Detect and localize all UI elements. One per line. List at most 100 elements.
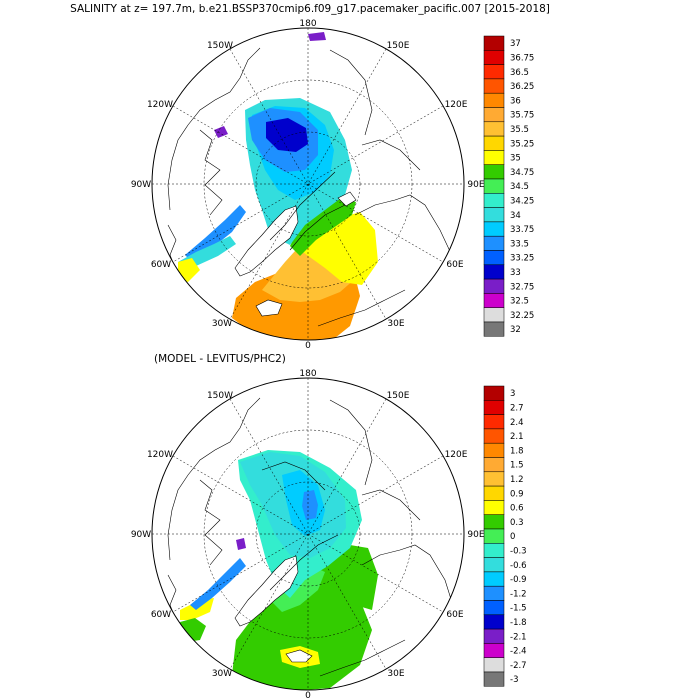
bottom-colorbar-label: -1.5 bbox=[510, 604, 527, 614]
bottom-colorbar-swatch bbox=[483, 471, 505, 487]
bottom-polar-map: 180 150E 120E 90E 60E 30E 0 30W 60W 90W … bbox=[131, 369, 485, 700]
top-contour-line bbox=[269, 171, 346, 251]
bottom-colorbar-label: 0 bbox=[510, 532, 515, 542]
top-colorbar-label: 32.5 bbox=[510, 297, 529, 307]
bottom-colorbar-label: -0.3 bbox=[510, 546, 527, 556]
top-salinity-field bbox=[152, 28, 464, 340]
top-colorbar-label: 37 bbox=[510, 39, 521, 49]
top-iceland-land bbox=[255, 299, 283, 317]
bottom-greenland-land bbox=[234, 555, 299, 627]
top-lon-label-30w: 30W bbox=[212, 319, 232, 329]
bottom-colorbar-swatch bbox=[483, 528, 505, 544]
bottom-anomaly-field bbox=[152, 378, 464, 690]
top-lon-label-180: 180 bbox=[299, 19, 316, 29]
top-colorbar-swatch bbox=[483, 78, 505, 94]
bottom-colorbar-swatch bbox=[483, 400, 505, 415]
bottom-colorbar-label: -2.1 bbox=[510, 632, 527, 642]
bottom-colorbar-label: 1.5 bbox=[510, 461, 524, 471]
top-colorbar-label: 36.5 bbox=[510, 68, 529, 78]
top-map-title: SALINITY at z= 197.7m, b.e21.BSSP370cmip… bbox=[70, 3, 550, 15]
bottom-colorbar-swatch bbox=[483, 500, 505, 515]
bottom-colorbar: 3 2.7 2.4 2.1 1.8 1.5 1.2 0.9 0.6 0.3 0 -0.3 -0.6 -0.… bbox=[483, 385, 527, 687]
bottom-lon-label-90w: 90W bbox=[131, 530, 151, 540]
bottom-lon-label-60w: 60W bbox=[151, 610, 171, 620]
bottom-colorbar-label: 1.8 bbox=[510, 446, 524, 456]
bottom-colorbar-swatch bbox=[483, 485, 505, 501]
bottom-lon-label-120w: 120W bbox=[147, 450, 173, 460]
bottom-lon-label-120e: 120E bbox=[445, 450, 468, 460]
top-colorbar-swatch bbox=[483, 193, 505, 208]
top-colorbar-label: 33.5 bbox=[510, 239, 529, 249]
top-colorbar-label: 33.25 bbox=[510, 254, 534, 264]
bottom-lon-label-30w: 30W bbox=[212, 669, 232, 679]
bottom-graticule bbox=[152, 378, 464, 690]
top-greenland-land bbox=[234, 205, 299, 277]
top-lon-label-60w: 60W bbox=[151, 260, 171, 270]
bottom-colorbar-label: 2.1 bbox=[510, 432, 524, 442]
top-colorbar-swatch bbox=[483, 207, 505, 223]
bottom-colorbar-label: -0.9 bbox=[510, 575, 527, 585]
top-beaufort-darkblue-core bbox=[266, 118, 308, 152]
top-baffin-blue-channel bbox=[185, 205, 246, 262]
bottom-colorbar-label: -0.6 bbox=[510, 561, 527, 571]
top-lon-label-0: 0 bbox=[305, 341, 311, 351]
bottom-colorbar-swatch bbox=[483, 414, 505, 430]
bottom-colorbar-swatch bbox=[483, 671, 505, 687]
bottom-map-title: (MODEL - LEVITUS/PHC2) bbox=[154, 353, 286, 365]
bottom-colorbar-swatch bbox=[483, 428, 505, 444]
top-colorbar-swatch bbox=[483, 293, 505, 308]
top-colorbar-label: 32.75 bbox=[510, 282, 534, 292]
top-barents-yellow-region bbox=[300, 212, 378, 285]
bottom-colorbar-label: -3 bbox=[510, 675, 518, 685]
bottom-colorbar-swatch bbox=[483, 614, 505, 630]
bottom-colorbar-swatch bbox=[483, 600, 505, 616]
bottom-colorbar-swatch bbox=[483, 628, 505, 644]
top-colorbar-label: 32 bbox=[510, 325, 521, 335]
bottom-colorbar-label: 0.9 bbox=[510, 489, 524, 499]
bottom-colorbar-swatch bbox=[483, 571, 505, 587]
top-colorbar-label: 35.5 bbox=[510, 125, 529, 135]
bottom-colorbar-swatch bbox=[483, 442, 505, 458]
top-colorbar-swatch bbox=[483, 250, 505, 266]
bottom-colorbar-swatch bbox=[483, 543, 505, 558]
top-colorbar-swatch bbox=[483, 107, 505, 123]
bottom-colorbar-swatch bbox=[483, 385, 505, 401]
bottom-colorbar-swatch bbox=[483, 514, 505, 530]
bottom-lon-label-60e: 60E bbox=[446, 610, 463, 620]
top-labrador-yellow-patch bbox=[178, 258, 200, 282]
top-colorbar: 37 36.75 36.5 36.25 36 35.75 35.5 35.25 35 34.75 3… bbox=[483, 35, 534, 337]
bottom-colorbar-label: 0.6 bbox=[510, 504, 524, 514]
top-colorbar-label: 32.25 bbox=[510, 311, 534, 321]
bottom-baffin-blue-channel bbox=[190, 558, 246, 610]
top-colorbar-swatch bbox=[483, 64, 505, 80]
top-graticule bbox=[152, 28, 464, 340]
top-lon-label-120e: 120E bbox=[445, 100, 468, 110]
bottom-colorbar-label: 3 bbox=[510, 389, 515, 399]
top-colorbar-label: 34 bbox=[510, 211, 521, 221]
top-colorbar-swatch bbox=[483, 50, 505, 65]
bottom-iceland-land bbox=[285, 649, 313, 663]
top-colorbar-swatch bbox=[483, 278, 505, 294]
bottom-lon-label-0: 0 bbox=[305, 691, 311, 700]
top-lon-label-30e: 30E bbox=[387, 319, 404, 329]
bottom-colorbar-swatch bbox=[483, 643, 505, 658]
top-lon-label-90w: 90W bbox=[131, 180, 151, 190]
top-colorbar-label: 36 bbox=[510, 96, 521, 106]
bottom-colorbar-label: -1.2 bbox=[510, 589, 527, 599]
top-colorbar-swatch bbox=[483, 178, 505, 194]
bottom-lon-label-180: 180 bbox=[299, 369, 316, 379]
bottom-arctic-deepblue-core bbox=[302, 490, 318, 520]
bottom-lon-label-30e: 30E bbox=[387, 669, 404, 679]
top-eurasia-coastline bbox=[317, 49, 456, 327]
top-purple-patch bbox=[214, 126, 228, 138]
top-purple-patch-north bbox=[308, 32, 326, 41]
top-colorbar-swatch bbox=[483, 307, 505, 323]
top-colorbar-swatch bbox=[483, 164, 505, 180]
bottom-eurasia-coastline bbox=[319, 399, 456, 677]
top-colorbar-swatch bbox=[483, 135, 505, 151]
top-colorbar-swatch bbox=[483, 221, 505, 237]
top-colorbar-label: 36.25 bbox=[510, 82, 534, 92]
top-colorbar-label: 35.75 bbox=[510, 111, 534, 121]
bottom-lon-label-150w: 150W bbox=[207, 391, 233, 401]
